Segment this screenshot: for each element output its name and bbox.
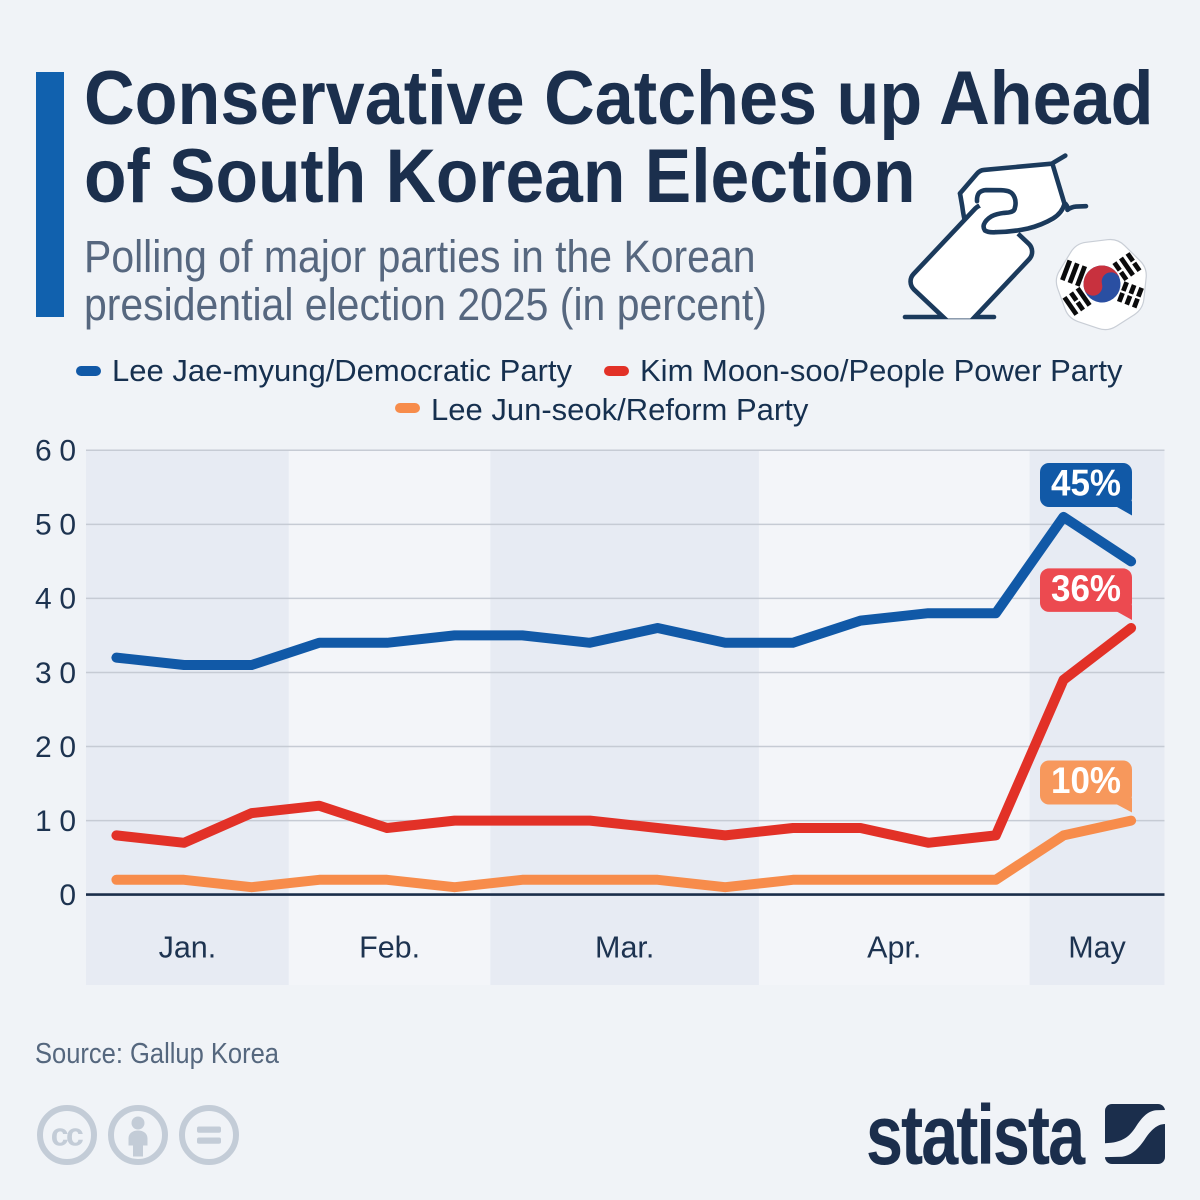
svg-text:10%: 10% <box>1051 760 1121 801</box>
svg-text:20: 20 <box>35 731 76 764</box>
svg-text:45%: 45% <box>1051 463 1121 504</box>
svg-text:Feb.: Feb. <box>359 931 420 965</box>
svg-text:60: 60 <box>35 435 76 468</box>
svg-text:0: 0 <box>59 879 76 912</box>
svg-text:36%: 36% <box>1051 568 1121 609</box>
svg-text:10: 10 <box>35 805 76 838</box>
svg-text:Mar.: Mar. <box>595 931 654 965</box>
svg-text:May: May <box>1068 931 1126 965</box>
svg-text:Jan.: Jan. <box>159 931 217 965</box>
svg-text:cc: cc <box>51 1117 83 1153</box>
svg-text:Apr.: Apr. <box>867 931 921 965</box>
svg-text:50: 50 <box>35 509 76 542</box>
svg-text:30: 30 <box>35 657 76 690</box>
svg-text:40: 40 <box>35 583 76 616</box>
